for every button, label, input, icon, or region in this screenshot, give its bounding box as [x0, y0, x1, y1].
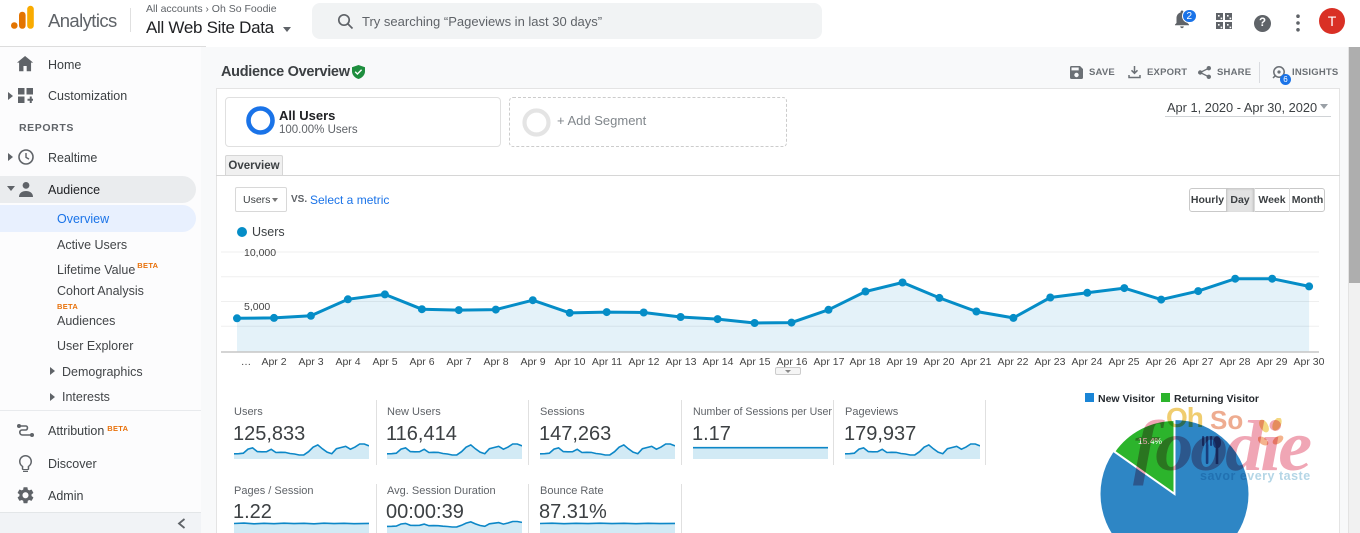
svg-text:5,000: 5,000 — [244, 301, 270, 313]
svg-text:10,000: 10,000 — [244, 247, 276, 259]
svg-text:15.4%: 15.4% — [1138, 436, 1163, 446]
